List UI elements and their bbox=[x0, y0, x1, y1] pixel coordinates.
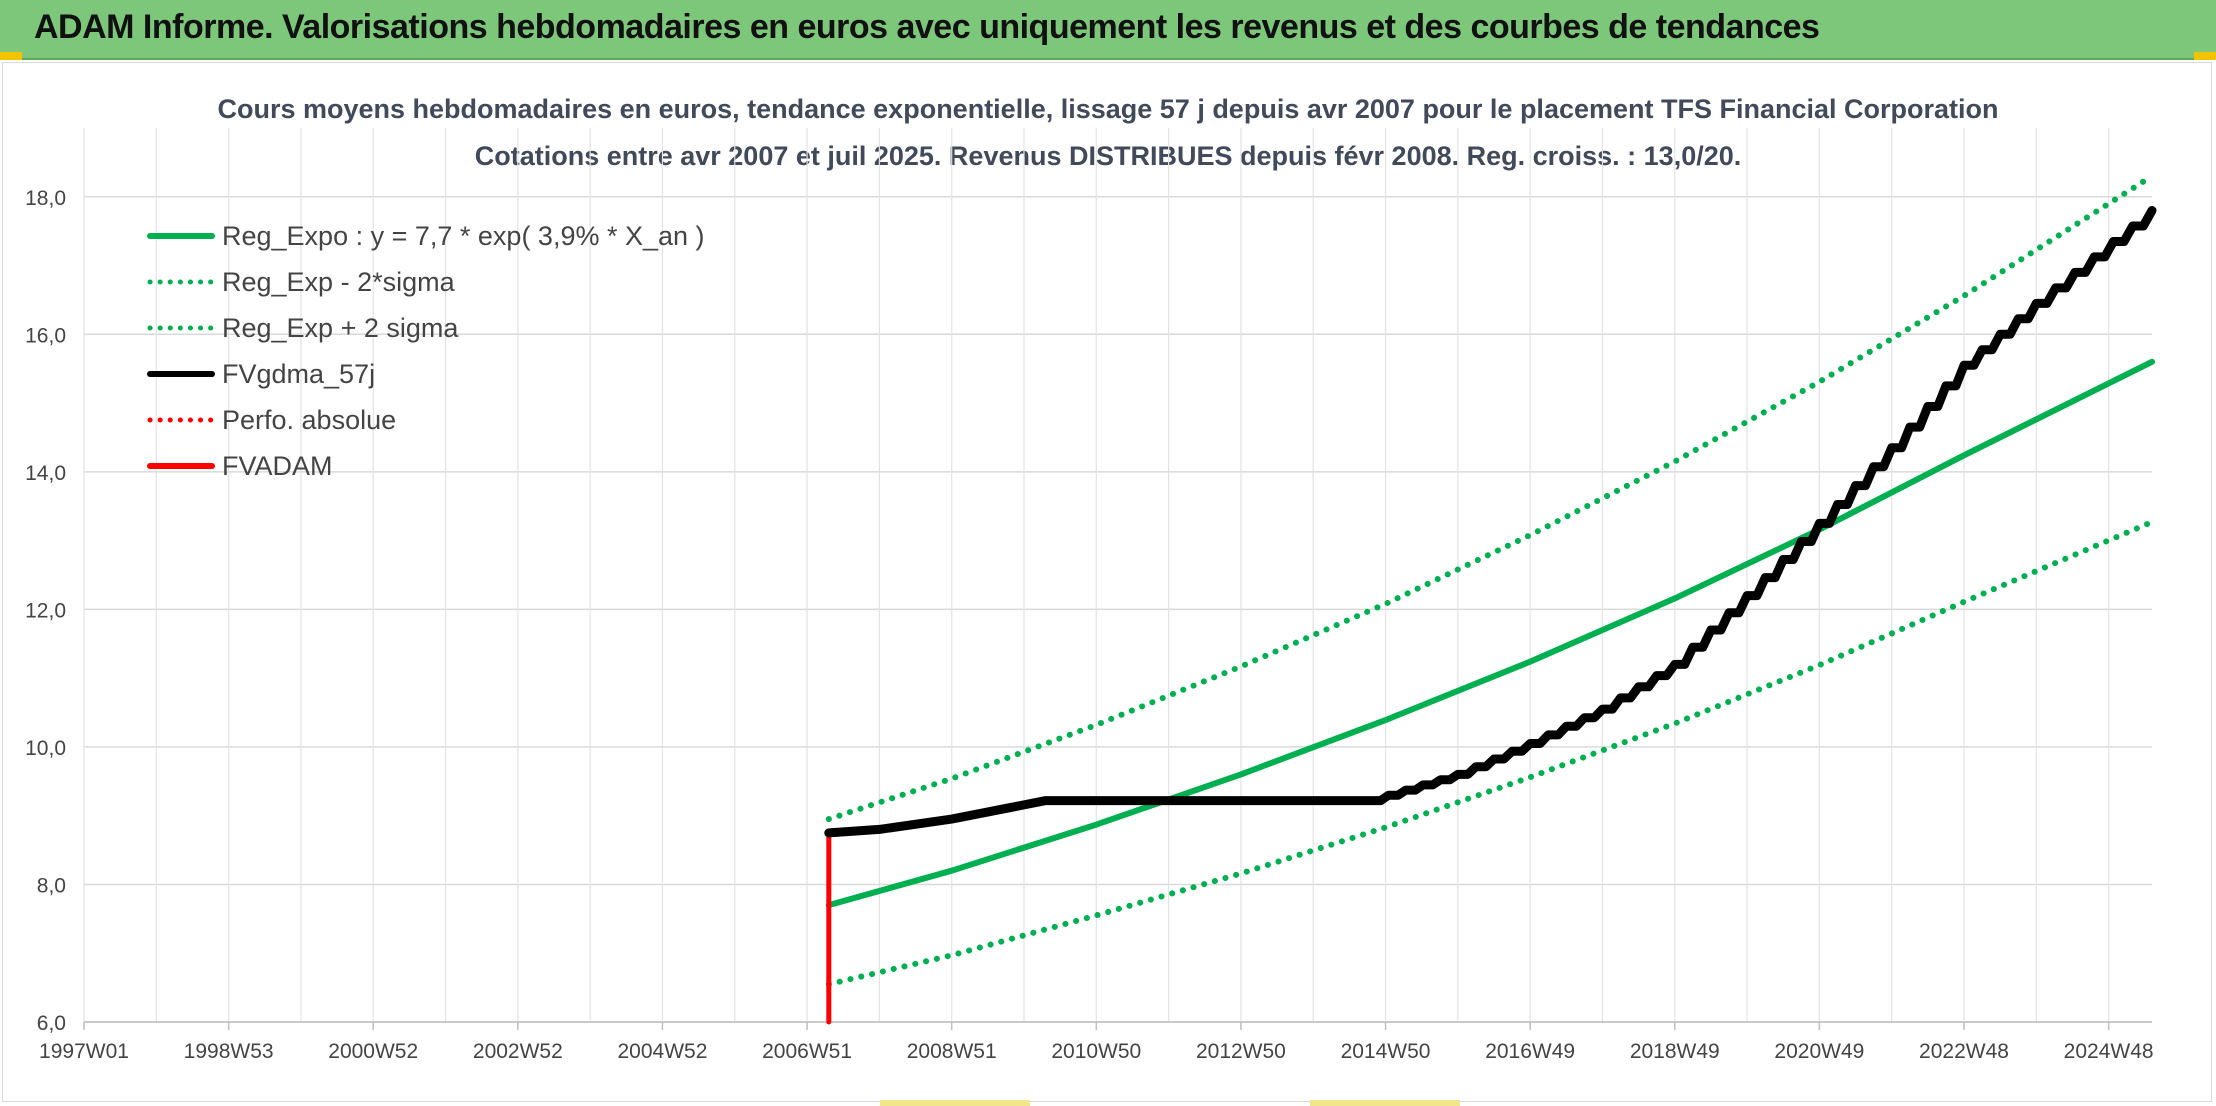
x-tick-label: 2006W51 bbox=[762, 1040, 852, 1063]
report-banner: ADAM Informe. Valorisations hebdomadaire… bbox=[0, 0, 2216, 60]
series-line bbox=[825, 358, 2155, 909]
x-tick-label: 2024W48 bbox=[2064, 1040, 2154, 1063]
legend-label: FVADAM bbox=[222, 451, 333, 481]
y-tick-label: 14,0 bbox=[25, 462, 66, 485]
x-tick-label: 2018W49 bbox=[1630, 1040, 1720, 1063]
x-tick-label: 2020W49 bbox=[1774, 1040, 1864, 1063]
series-line bbox=[824, 206, 2157, 838]
chart-title: Cours moyens hebdomadaires en euros, ten… bbox=[217, 94, 1998, 124]
x-tick-label: 2002W52 bbox=[473, 1040, 563, 1063]
series-line bbox=[826, 208, 2155, 1025]
x-tick-label: 2004W52 bbox=[618, 1040, 708, 1063]
x-tick-label: 2000W52 bbox=[328, 1040, 418, 1063]
banner-corner-right bbox=[2194, 52, 2216, 60]
axes: 6,0 8,0 10,0 12,0 14,0 16,0 18,0 1997W01 1998W53… bbox=[25, 187, 2153, 1063]
legend-label: Reg_Exp + 2 sigma bbox=[222, 313, 459, 343]
banner-corner-left bbox=[0, 52, 22, 60]
bottom-marker bbox=[880, 1100, 1030, 1106]
x-tick-label: 1997W01 bbox=[39, 1040, 129, 1063]
grid bbox=[83, 128, 2152, 1023]
y-tick-label: 16,0 bbox=[25, 324, 66, 347]
legend-label: FVgdma_57j bbox=[222, 359, 375, 389]
x-tick-label: 2012W50 bbox=[1196, 1040, 1286, 1063]
x-tick-label: 2010W50 bbox=[1051, 1040, 1141, 1063]
legend: Reg_Expo : y = 7,7 * exp( 3,9% * X_an ) R… bbox=[147, 221, 705, 481]
x-tick-label: 2014W50 bbox=[1341, 1040, 1431, 1063]
series-line bbox=[829, 211, 2152, 833]
y-tick-label: 8,0 bbox=[37, 874, 66, 897]
legend-label: Reg_Exp - 2*sigma bbox=[222, 267, 456, 297]
chart-frame bbox=[2, 62, 2212, 1102]
bottom-marker bbox=[1310, 1100, 1460, 1106]
report-title: ADAM Informe. Valorisations hebdomadaire… bbox=[34, 8, 1820, 46]
series bbox=[824, 173, 2157, 1025]
x-tick-label: 2016W49 bbox=[1485, 1040, 1575, 1063]
y-tick-label: 10,0 bbox=[25, 737, 66, 760]
y-tick-label: 6,0 bbox=[37, 1012, 66, 1035]
x-tick-label: 1998W53 bbox=[184, 1040, 274, 1063]
x-tick-label: 2008W51 bbox=[907, 1040, 997, 1063]
y-tick-label: 18,0 bbox=[25, 187, 66, 210]
legend-label: Reg_Expo : y = 7,7 * exp( 3,9% * X_an ) bbox=[222, 221, 705, 251]
series-line bbox=[825, 173, 2155, 823]
y-tick-label: 12,0 bbox=[25, 599, 66, 622]
legend-label: Perfo. absolue bbox=[222, 405, 396, 435]
chart-subtitle: Cotations entre avr 2007 et juil 2025. R… bbox=[475, 141, 1742, 171]
x-tick-label: 2022W48 bbox=[1919, 1040, 2009, 1063]
series-line bbox=[825, 519, 2155, 988]
